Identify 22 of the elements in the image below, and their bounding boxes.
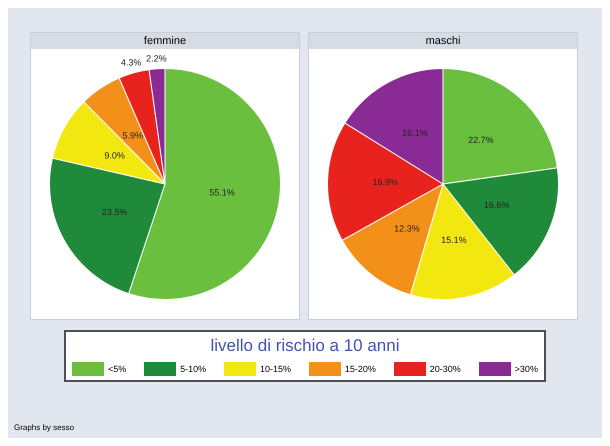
chart-title: maschi [309,33,577,49]
chart-title: femmine [31,33,299,49]
data-label: 55.1% [209,188,235,198]
data-label: 22.7% [468,134,494,145]
data-label: 16.1% [402,128,428,138]
legend-title: livello di rischio a 10 anni [210,336,400,356]
legend-label: 5-10% [180,364,206,374]
legend-label: 10-15% [260,364,292,374]
data-label: 12.3% [394,224,420,234]
legend-label: 20-30% [430,364,461,374]
data-label: 4.3% [120,58,142,68]
data-label: 23.5% [102,206,128,217]
legend-label: 15-20% [344,364,376,374]
data-label: 15.1% [441,235,467,246]
data-label: 5.9% [122,130,143,141]
data-label: 16.9% [372,177,398,188]
data-label: 16.6% [484,200,510,210]
legend-label: <5% [108,364,126,374]
legend-label: >30% [514,364,538,374]
data-label: 2.2% [146,53,167,64]
data-label: 9.0% [104,150,125,160]
text: Graphs by sesso [14,423,74,432]
